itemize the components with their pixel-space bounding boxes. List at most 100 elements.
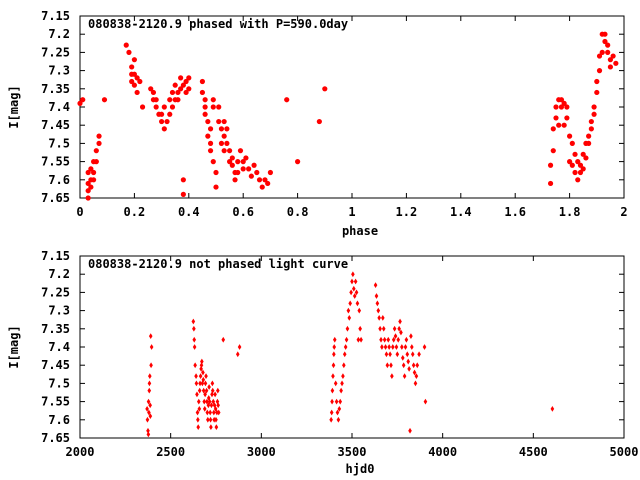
data-point (599, 49, 605, 56)
data-point (96, 133, 102, 139)
data-point (391, 336, 396, 343)
data-point (201, 376, 206, 383)
data-point (547, 162, 554, 168)
data-point (147, 409, 151, 416)
data-point (398, 318, 402, 325)
data-point (227, 148, 233, 154)
data-point (577, 162, 584, 168)
data-point (180, 191, 186, 197)
data-point (186, 75, 192, 81)
data-point (385, 362, 390, 369)
data-point (414, 373, 419, 379)
y-tick-label: 7.25 (41, 285, 70, 299)
data-point (356, 336, 361, 343)
data-point (402, 373, 407, 379)
data-point (259, 184, 265, 190)
data-point (332, 336, 337, 343)
data-point (214, 416, 218, 423)
x-tick-label: 1.6 (504, 205, 526, 219)
data-point (205, 118, 211, 125)
data-point (232, 177, 238, 183)
x-tick-label: 1.4 (450, 205, 472, 219)
data-point (387, 344, 391, 350)
data-point (85, 188, 91, 194)
y-tick-label: 7.4 (48, 100, 70, 114)
data-point (93, 159, 99, 165)
data-point (207, 140, 214, 146)
data-point (202, 97, 208, 103)
data-point (567, 133, 573, 139)
data-point (192, 325, 196, 332)
data-point (197, 387, 202, 394)
data-point (351, 271, 355, 278)
data-point (569, 162, 575, 168)
data-point (175, 97, 181, 103)
data-point (345, 325, 350, 332)
y-tick-label: 7.5 (48, 136, 70, 150)
data-point (77, 100, 83, 106)
data-point (588, 118, 594, 125)
data-point (218, 140, 225, 146)
data-point (408, 427, 412, 434)
data-point (216, 409, 221, 416)
data-point (333, 380, 338, 387)
chart-title: 080838-2120.9 not phased light curve (88, 257, 348, 271)
data-point (605, 49, 611, 56)
data-point (386, 336, 391, 343)
data-point (349, 289, 353, 296)
data-point (558, 104, 565, 110)
data-point (591, 104, 597, 110)
y-tick-label: 7.3 (48, 64, 70, 78)
data-point (569, 140, 575, 146)
data-point (346, 307, 351, 314)
data-point (358, 325, 362, 332)
data-point (210, 387, 215, 394)
data-point (212, 402, 217, 409)
data-point (183, 89, 189, 96)
data-point (145, 416, 150, 423)
data-point (413, 380, 418, 387)
data-point (88, 166, 94, 172)
data-point (329, 409, 334, 416)
data-point (556, 122, 562, 128)
data-point (229, 155, 235, 161)
data-point (202, 406, 207, 412)
y-tick-label: 7.2 (48, 267, 70, 281)
data-point (373, 282, 378, 288)
data-point (218, 126, 225, 132)
data-point (183, 78, 189, 85)
data-point (207, 148, 214, 154)
data-point (235, 169, 241, 176)
data-point (553, 115, 559, 121)
y-tick-label: 7.45 (41, 358, 70, 372)
data-point (214, 424, 219, 430)
data-series (77, 31, 619, 201)
data-series (145, 271, 555, 438)
data-point (240, 159, 246, 165)
data-point (167, 97, 173, 103)
data-point (227, 159, 233, 165)
data-point (254, 169, 260, 176)
data-point (153, 97, 159, 103)
y-tick-label: 7.15 (41, 9, 70, 23)
data-point (265, 180, 271, 187)
data-point (198, 373, 203, 379)
data-point (159, 111, 165, 117)
data-point (215, 409, 219, 416)
data-point (209, 424, 213, 430)
data-point (131, 71, 137, 77)
data-point (123, 42, 129, 48)
data-point (199, 365, 203, 372)
data-point (147, 380, 152, 387)
data-point (210, 380, 215, 387)
data-point (237, 344, 242, 350)
data-point (91, 177, 97, 183)
data-point (186, 86, 192, 92)
data-point (131, 82, 137, 88)
data-point (284, 97, 290, 103)
data-point (553, 104, 559, 110)
data-point (392, 325, 397, 332)
data-point (93, 148, 99, 154)
data-point (205, 409, 210, 416)
data-point (341, 373, 345, 379)
